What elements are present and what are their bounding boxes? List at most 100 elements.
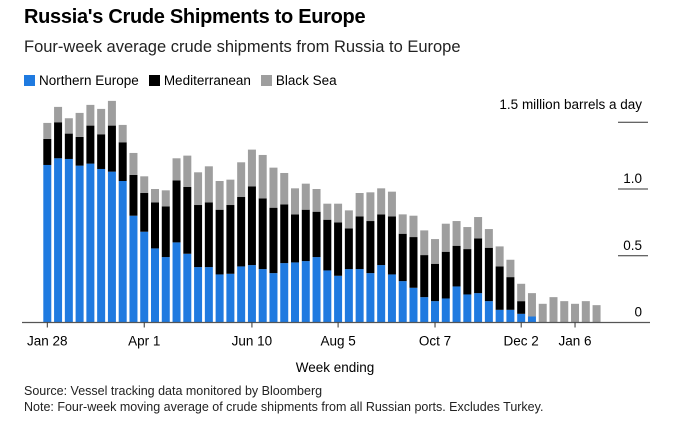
bar-black-sea [86, 104, 95, 126]
x-tick-label: Jan 6 [559, 334, 592, 349]
legend-item-black-sea: Black Sea [260, 73, 337, 88]
bar-mediterranean [204, 202, 213, 268]
bar-black-sea [538, 303, 547, 323]
bar-northern-europe [54, 158, 63, 323]
bar-northern-europe [226, 273, 235, 323]
y-tick-label: 1.0 [623, 171, 642, 186]
bar-mediterranean [441, 251, 450, 299]
bar-black-sea [387, 191, 396, 217]
x-axis-title: Week ending [296, 360, 375, 375]
bar-mediterranean [75, 136, 84, 166]
legend-item-northern-europe: Northern Europe [24, 73, 139, 88]
bar-black-sea [484, 229, 493, 248]
bar-mediterranean [151, 202, 159, 249]
bar-mediterranean [161, 206, 170, 258]
bar-black-sea [172, 158, 181, 181]
bar-black-sea [97, 108, 106, 135]
bar-northern-europe [43, 164, 52, 323]
bar-black-sea [161, 190, 170, 207]
legend-swatch [24, 75, 35, 86]
bar-northern-europe [129, 215, 138, 323]
bar-black-sea [560, 301, 569, 323]
legend-label: Mediterranean [163, 73, 251, 88]
x-tick-label: Dec 2 [504, 334, 539, 349]
bar-northern-europe [258, 269, 267, 323]
bar-northern-europe [161, 257, 170, 323]
bar-northern-europe [215, 274, 224, 323]
bar-mediterranean [247, 186, 256, 266]
bar-black-sea [323, 203, 332, 220]
bar-black-sea [409, 215, 418, 238]
bar-mediterranean [64, 133, 73, 159]
bar-black-sea [194, 172, 203, 206]
bar-black-sea [420, 230, 429, 256]
bar-mediterranean [291, 214, 300, 263]
bar-mediterranean [398, 233, 407, 282]
bar-northern-europe [151, 248, 159, 323]
bar-black-sea [258, 154, 267, 199]
bar-northern-europe [194, 267, 203, 323]
bar-northern-europe [366, 273, 375, 323]
bar-black-sea [75, 112, 84, 137]
bar-mediterranean [301, 209, 310, 262]
bar-black-sea [280, 172, 289, 205]
bar-mediterranean [474, 238, 483, 294]
bar-northern-europe [247, 265, 256, 323]
bar-northern-europe [334, 275, 343, 323]
bar-black-sea [355, 193, 364, 217]
legend-label: Northern Europe [39, 73, 139, 88]
bar-northern-europe [431, 301, 440, 323]
bar-northern-europe [204, 267, 213, 323]
bar-black-sea [549, 297, 558, 323]
bar-black-sea [312, 189, 321, 212]
bar-northern-europe [172, 242, 181, 323]
bar-northern-europe [97, 168, 106, 323]
bar-northern-europe [312, 257, 321, 323]
bar-black-sea [64, 118, 73, 134]
bar-mediterranean [431, 263, 440, 302]
bar-black-sea [118, 124, 127, 143]
bar-black-sea [441, 223, 450, 252]
bar-mediterranean [409, 237, 418, 288]
chart-subtitle: Four-week average crude shipments from R… [24, 38, 461, 56]
bar-mediterranean [269, 207, 278, 274]
bar-northern-europe [237, 266, 246, 323]
bar-black-sea [527, 293, 536, 317]
legend-label: Black Sea [275, 73, 337, 88]
bar-northern-europe [495, 309, 504, 323]
bar-black-sea [334, 203, 343, 223]
bar-black-sea [301, 183, 310, 210]
bar-mediterranean [484, 247, 493, 302]
bar-mediterranean [172, 180, 181, 243]
bar-mediterranean [366, 221, 375, 274]
x-tick-label: Jan 28 [27, 334, 68, 349]
bar-northern-europe [291, 262, 300, 323]
bar-black-sea [495, 246, 504, 267]
bar-mediterranean [54, 122, 63, 159]
bar-northern-europe [323, 270, 332, 323]
bar-black-sea [581, 301, 590, 323]
bar-mediterranean [215, 209, 224, 275]
bar-black-sea [452, 221, 461, 246]
bar-mediterranean [323, 219, 332, 271]
legend-swatch [260, 75, 272, 86]
bar-mediterranean [344, 228, 353, 270]
bar-northern-europe [377, 265, 386, 323]
bar-black-sea [344, 210, 353, 229]
bar-black-sea [129, 152, 138, 175]
bar-black-sea [463, 227, 472, 250]
bar-northern-europe [506, 309, 515, 323]
bar-mediterranean [463, 249, 472, 295]
bar-mediterranean [226, 205, 235, 274]
bar-mediterranean [140, 193, 149, 232]
source-note: Source: Vessel tracking data monitored b… [24, 384, 323, 398]
bar-black-sea [377, 188, 386, 215]
bar-mediterranean [97, 134, 106, 169]
bar-northern-europe [107, 171, 116, 323]
bar-black-sea [366, 192, 375, 222]
chart-title: Russia's Crude Shipments to Europe [24, 6, 366, 28]
bar-mediterranean [387, 216, 396, 275]
bar-black-sea [269, 167, 278, 208]
